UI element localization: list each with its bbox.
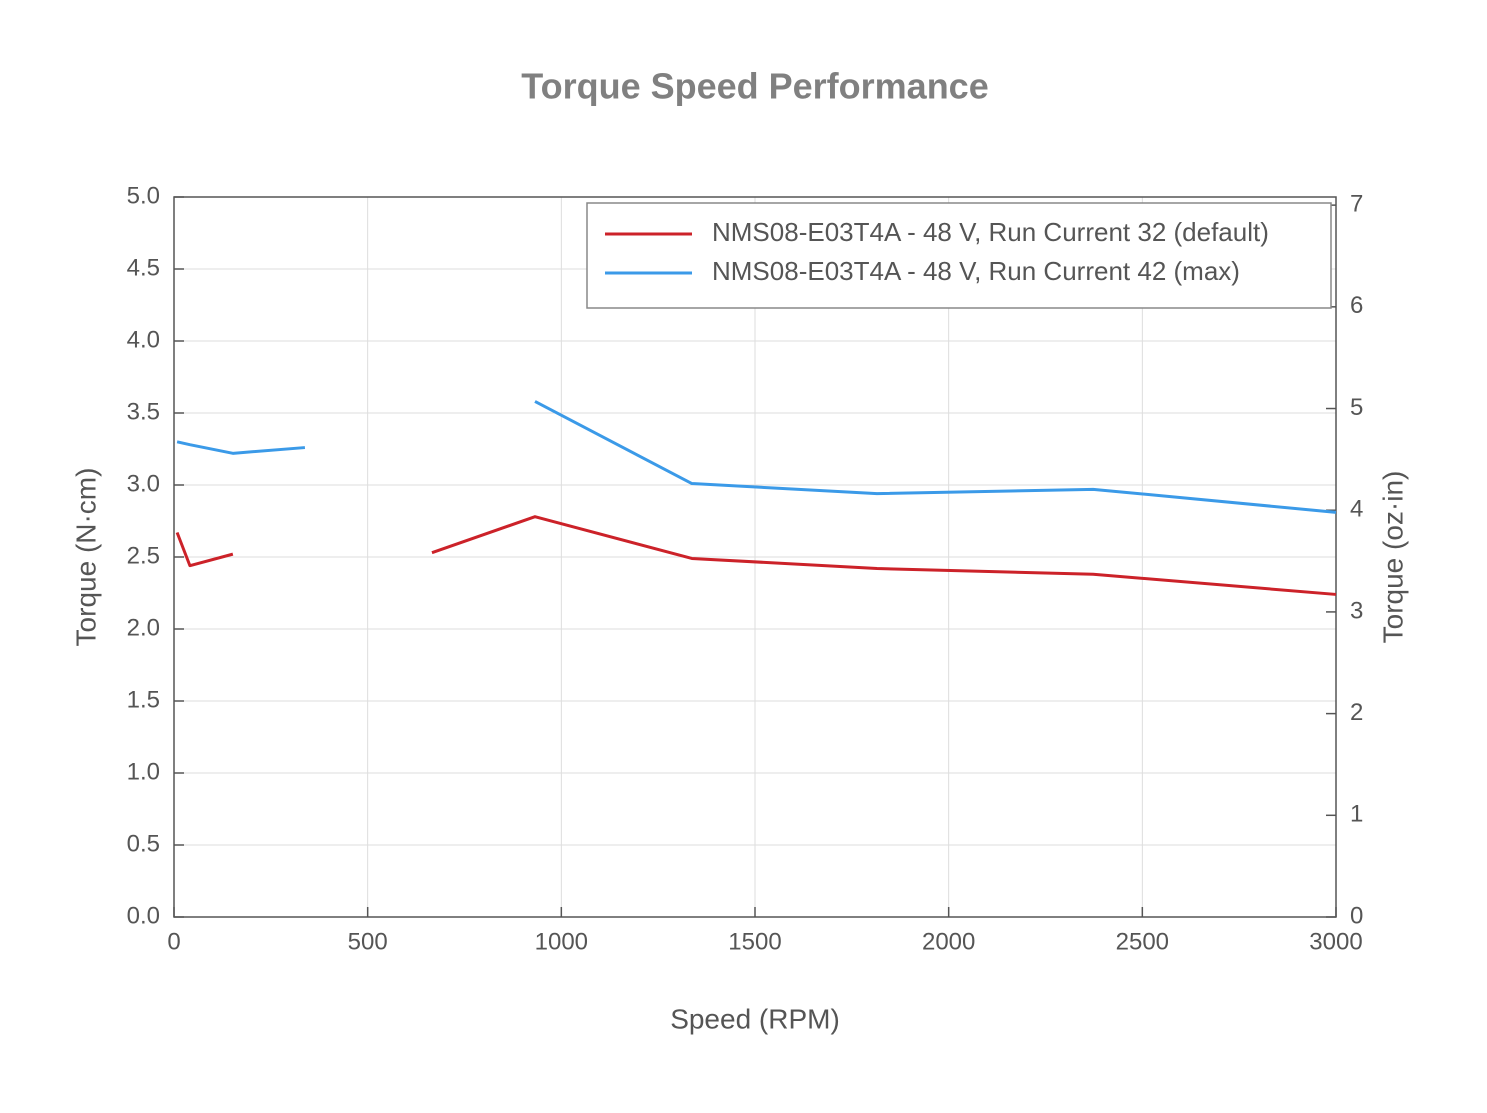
y2-tick-label: 1: [1350, 801, 1363, 828]
y-tick-label: 1.0: [127, 758, 160, 785]
y-tick-label: 5.0: [127, 182, 160, 209]
x-tick-label: 500: [348, 928, 388, 955]
series-line: [176, 400, 1337, 514]
y-tick-label: 3.5: [127, 398, 160, 425]
y-tick-label: 0.0: [127, 902, 160, 929]
y-tick-label: 4.5: [127, 254, 160, 281]
x-axis-label: Speed (RPM): [670, 1003, 840, 1034]
chart-title: Torque Speed Performance: [521, 66, 988, 107]
y2-tick-label: 3: [1350, 597, 1363, 624]
y2-axis-label: Torque (oz·in): [1377, 471, 1408, 644]
y2-tick-label: 0: [1350, 902, 1363, 929]
series-line: [175, 515, 1337, 596]
y-tick-label: 3.0: [127, 470, 160, 497]
legend-box: [586, 202, 1332, 309]
x-tick-label: 1500: [728, 928, 781, 955]
legend-label: NMS08-E03T4A - 48 V, Run Current 32 (def…: [712, 217, 1269, 247]
x-tick-label: 2000: [922, 928, 975, 955]
x-tick-label: 2500: [1116, 928, 1169, 955]
y-tick-label: 2.5: [127, 542, 160, 569]
y-tick-label: 4.0: [127, 326, 160, 353]
x-tick-label: 0: [167, 928, 180, 955]
y-tick-label: 2.0: [127, 614, 160, 641]
y2-tick-label: 5: [1350, 394, 1363, 421]
y-tick-label: 0.5: [127, 830, 160, 857]
legend-label: NMS08-E03T4A - 48 V, Run Current 42 (max…: [712, 256, 1240, 286]
y2-tick-label: 7: [1350, 190, 1363, 217]
plot-frame: [173, 196, 1337, 918]
y2-tick-label: 6: [1350, 292, 1363, 319]
x-tick-label: 1000: [535, 928, 588, 955]
y-axis-label: Torque (N·cm): [70, 468, 101, 647]
y2-tick-label: 2: [1350, 699, 1363, 726]
y2-tick-label: 4: [1350, 496, 1363, 523]
y-tick-label: 1.5: [127, 686, 160, 713]
x-tick-label: 3000: [1309, 928, 1362, 955]
